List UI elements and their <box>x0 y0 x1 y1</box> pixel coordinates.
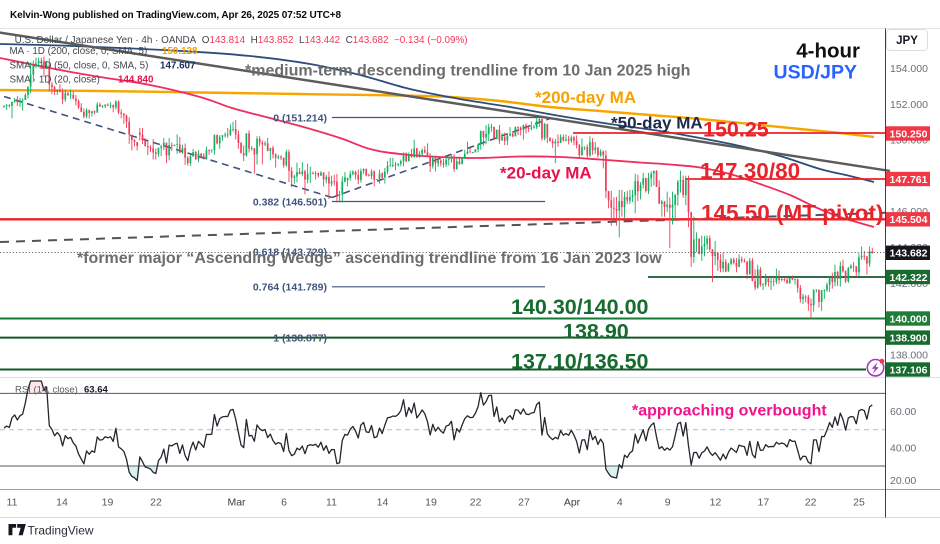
svg-text:Mar: Mar <box>227 497 246 509</box>
svg-text:14: 14 <box>377 497 389 509</box>
svg-text:12: 12 <box>710 497 722 509</box>
svg-text:60.00: 60.00 <box>890 406 916 418</box>
svg-text:19: 19 <box>102 497 114 509</box>
svg-text:*200-day MA: *200-day MA <box>535 88 636 107</box>
svg-text:22: 22 <box>150 497 162 509</box>
svg-text:0.618 (143.729): 0.618 (143.729) <box>253 246 327 258</box>
svg-text:150.250: 150.250 <box>890 128 928 140</box>
svg-text:14: 14 <box>56 497 68 509</box>
svg-text:143.682: 143.682 <box>890 248 928 260</box>
svg-text:22: 22 <box>805 497 817 509</box>
svg-text:20.00: 20.00 <box>890 475 916 487</box>
svg-text:*50-day MA: *50-day MA <box>611 114 703 133</box>
svg-text:JPY: JPY <box>896 35 918 47</box>
svg-text:MA · 1D (200, close, 0, SMA, 5: MA · 1D (200, close, 0, SMA, 5) 150.128 <box>10 46 198 57</box>
svg-text:142.322: 142.322 <box>890 272 928 284</box>
svg-text:*approaching overbought: *approaching overbought <box>632 403 827 420</box>
svg-text:145.504: 145.504 <box>890 214 928 226</box>
svg-text:*20-day MA: *20-day MA <box>500 164 592 183</box>
svg-text:27: 27 <box>518 497 530 509</box>
svg-text:9: 9 <box>665 497 671 509</box>
svg-text:U.S. Dollar / Japanese Yen · 4: U.S. Dollar / Japanese Yen · 4h · OANDA … <box>15 35 468 46</box>
svg-text:SMA · 1D (50, close, 0, SMA, 5: SMA · 1D (50, close, 0, SMA, 5) 147.607 <box>10 61 196 72</box>
svg-text:145.50 (MT pivot): 145.50 (MT pivot) <box>701 201 884 226</box>
svg-text:138.900: 138.900 <box>890 332 928 344</box>
svg-text:11: 11 <box>7 497 18 509</box>
svg-text:147.761: 147.761 <box>890 174 928 186</box>
svg-text:22: 22 <box>470 497 482 509</box>
svg-text:40.00: 40.00 <box>890 443 916 455</box>
svg-text:140.000: 140.000 <box>890 313 928 325</box>
svg-text:140.30/140.00: 140.30/140.00 <box>511 295 649 319</box>
svg-text:*former major “Ascending Wedge: *former major “Ascending Wedge” ascendin… <box>77 250 662 267</box>
svg-text:154.000: 154.000 <box>890 63 928 75</box>
svg-text:TradingView: TradingView <box>28 524 94 538</box>
svg-text:137.106: 137.106 <box>890 364 928 376</box>
svg-text:0.764 (141.789): 0.764 (141.789) <box>253 282 327 294</box>
svg-text:0 (151.214): 0 (151.214) <box>273 112 327 124</box>
svg-text:0.382 (146.501): 0.382 (146.501) <box>253 196 327 208</box>
svg-text:6: 6 <box>281 497 287 509</box>
svg-text:25: 25 <box>853 497 865 509</box>
svg-text:4: 4 <box>617 497 623 509</box>
svg-text:150.25: 150.25 <box>703 117 769 141</box>
svg-text:147.30/80: 147.30/80 <box>700 159 800 184</box>
svg-text:138.000: 138.000 <box>890 349 928 361</box>
svg-text:USD/JPY: USD/JPY <box>774 62 857 84</box>
svg-text:Apr: Apr <box>564 497 581 509</box>
svg-text:137.10/136.50: 137.10/136.50 <box>511 350 649 374</box>
svg-text:RSI (14, close)63.64: RSI (14, close) 63.64 <box>15 385 108 396</box>
svg-text:4-hour: 4-hour <box>796 40 860 63</box>
svg-text:*medium-term descending trendl: *medium-term descending trendline from 1… <box>245 63 690 80</box>
svg-text:152.000: 152.000 <box>890 99 928 111</box>
svg-text:138.90: 138.90 <box>563 320 629 344</box>
svg-text:Kelvin-Wong published on Tradi: Kelvin-Wong published on TradingView.com… <box>10 10 342 21</box>
svg-text:SMA · 1D (20, close)144.840: SMA · 1D (20, close) 144.840 <box>10 74 154 85</box>
svg-text:19: 19 <box>425 497 437 509</box>
svg-text:1 (138.877): 1 (138.877) <box>273 332 327 344</box>
svg-text:11: 11 <box>326 497 337 509</box>
svg-text:17: 17 <box>758 497 770 509</box>
